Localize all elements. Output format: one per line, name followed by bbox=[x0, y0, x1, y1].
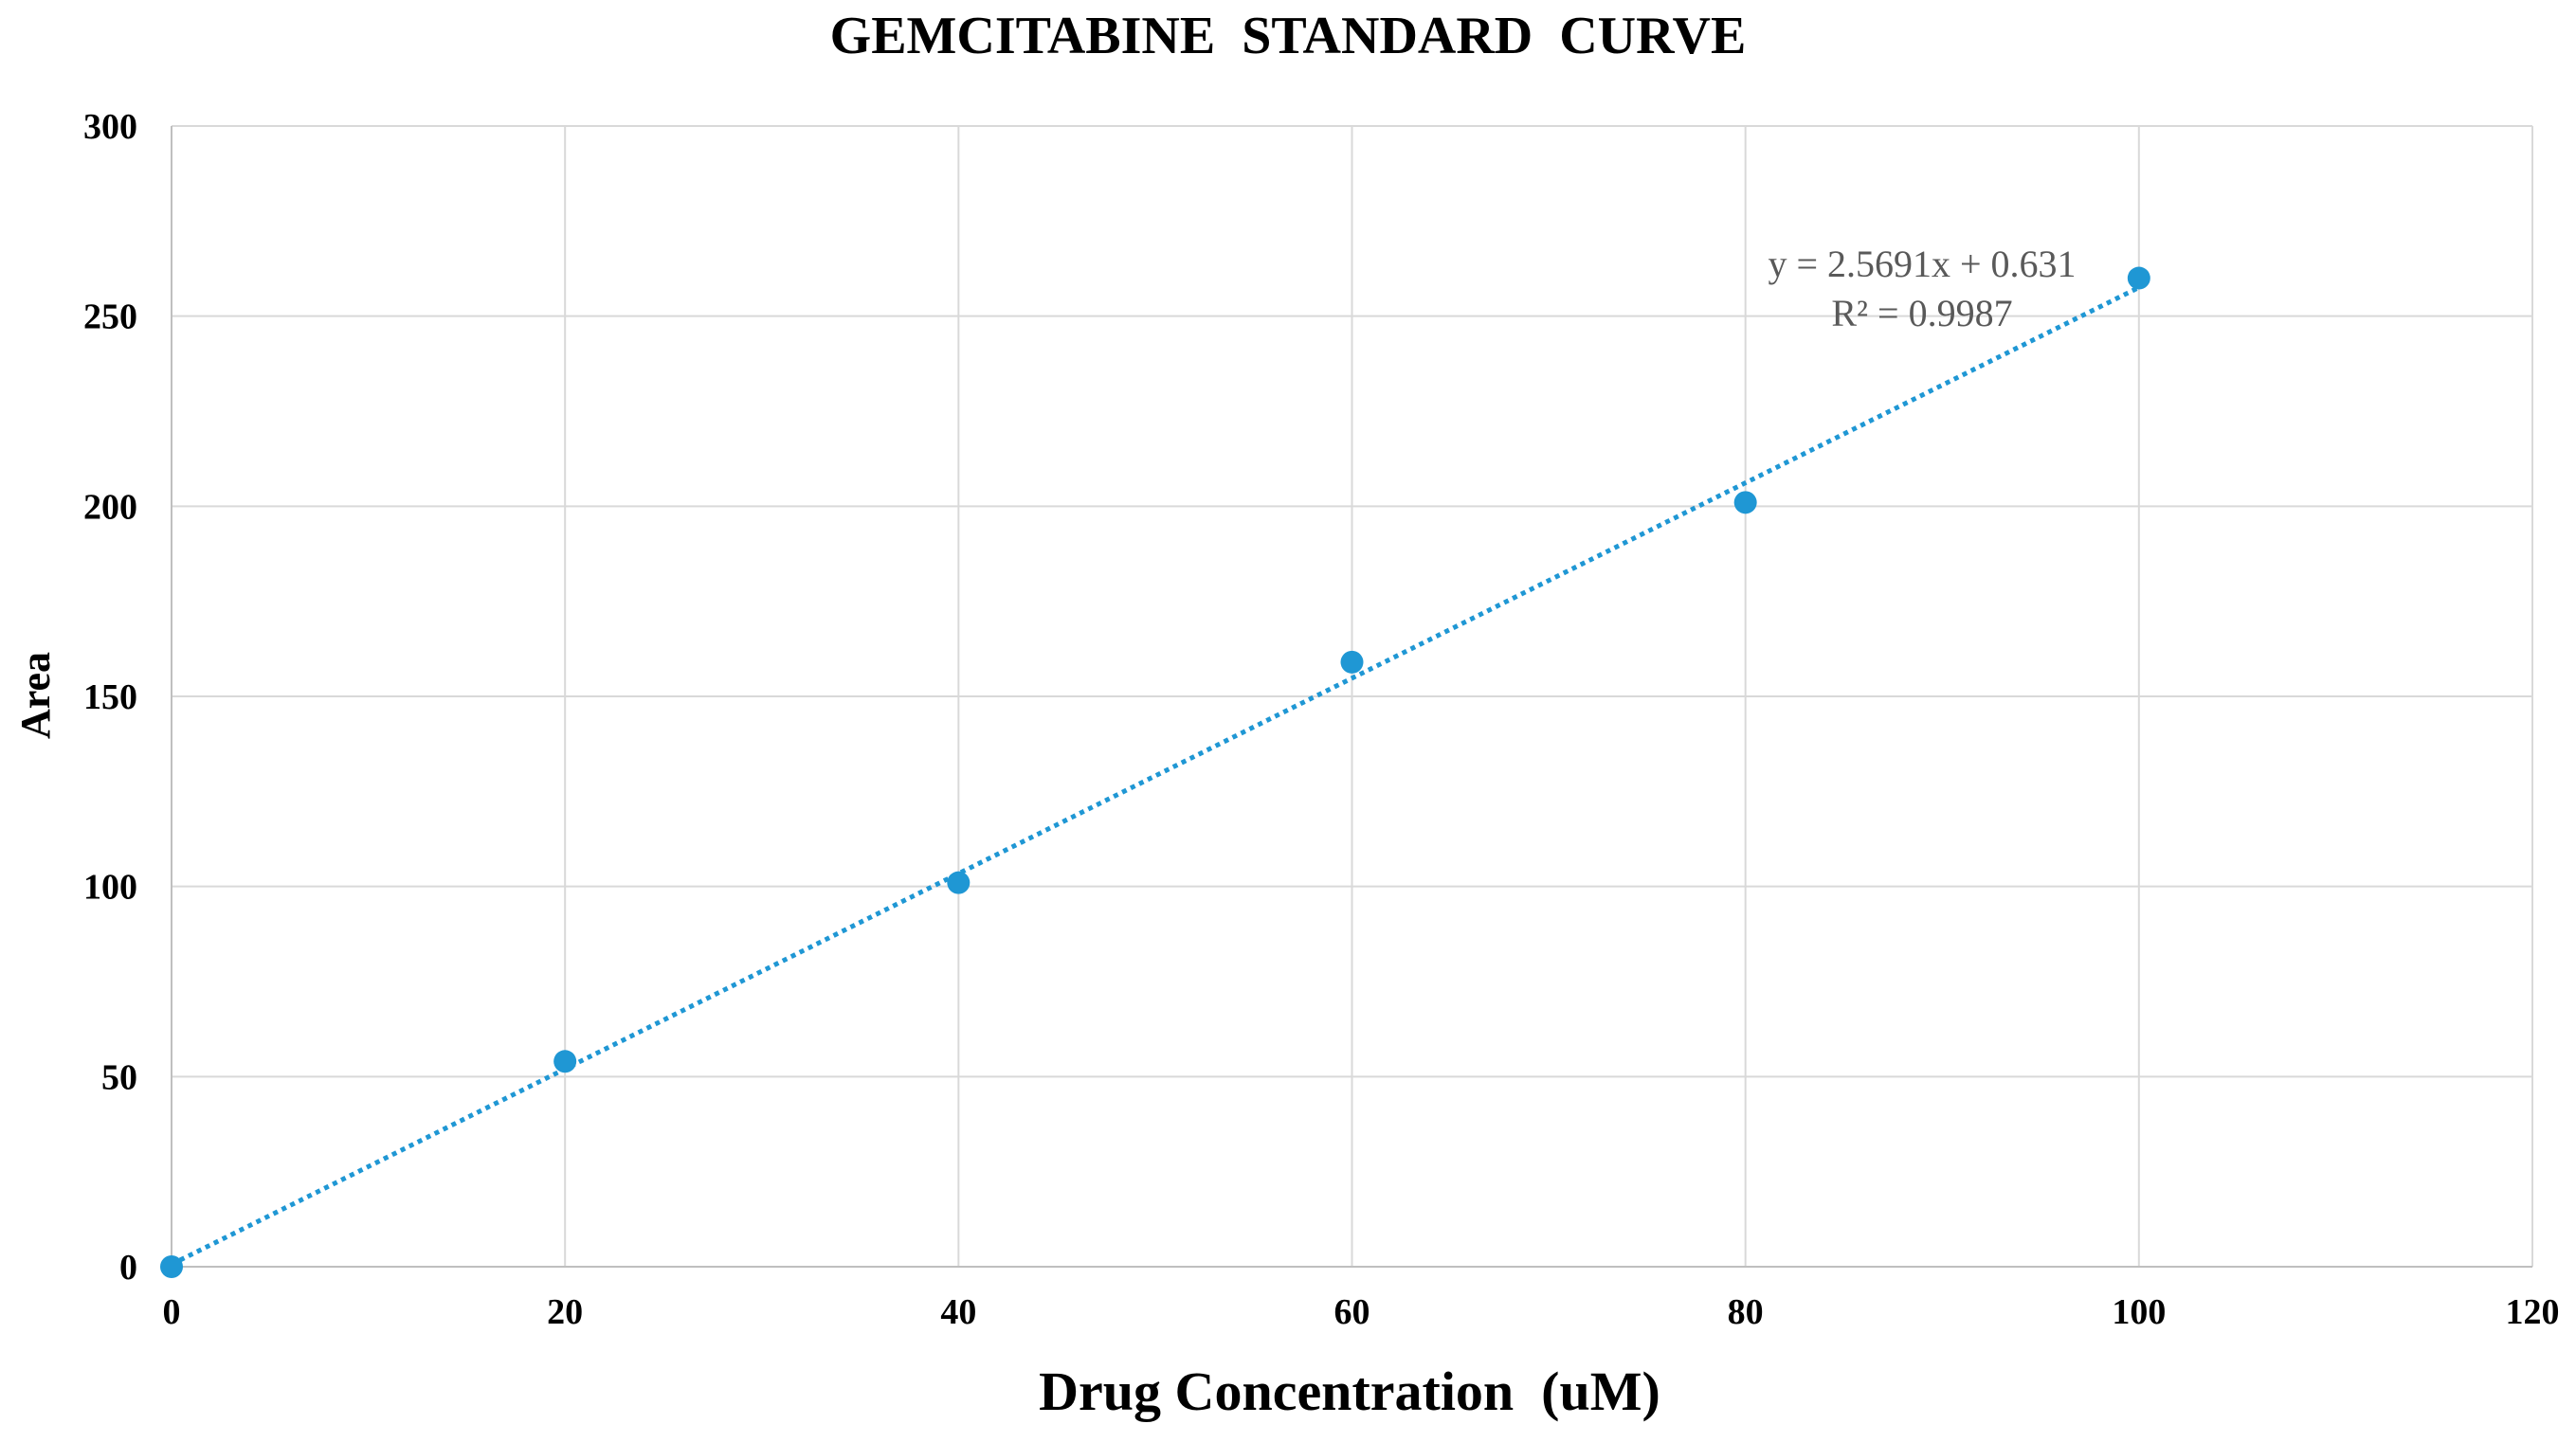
data-point bbox=[553, 1050, 577, 1073]
tick-labels: 0 20 40 60 80 100 120 0 50 100 150 200 250 300 bbox=[83, 107, 2560, 1332]
y-tick-label: 150 bbox=[83, 677, 137, 717]
y-tick-label: 200 bbox=[83, 487, 137, 527]
axes bbox=[171, 126, 2532, 1268]
grid bbox=[172, 125, 2533, 1267]
x-tick-label: 80 bbox=[1728, 1292, 1764, 1332]
x-tick-label: 120 bbox=[2506, 1292, 2560, 1332]
y-tick-label: 50 bbox=[101, 1057, 137, 1097]
x-tick-label: 40 bbox=[940, 1292, 976, 1332]
x-axis-title: Drug Concentration (uM) bbox=[1039, 1361, 1660, 1422]
x-tick-label: 20 bbox=[547, 1292, 583, 1332]
trendline-line bbox=[170, 285, 2140, 1267]
y-axis-title: Area bbox=[12, 652, 59, 739]
chart-title: GEMCITABINE STANDARD CURVE bbox=[830, 7, 1747, 65]
y-tick-label: 0 bbox=[119, 1248, 137, 1288]
x-tick-label: 100 bbox=[2112, 1292, 2166, 1332]
y-tick-label: 100 bbox=[83, 868, 137, 908]
data-points bbox=[160, 266, 2150, 1278]
trendline-r-squared: R² = 0.9987 bbox=[1831, 292, 2012, 334]
data-point bbox=[1340, 650, 1364, 674]
x-tick-label: 60 bbox=[1334, 1292, 1370, 1332]
x-tick-label: 0 bbox=[163, 1292, 181, 1332]
trendline bbox=[170, 285, 2140, 1267]
y-tick-label: 250 bbox=[83, 297, 137, 337]
data-point bbox=[2127, 266, 2150, 290]
data-point bbox=[1733, 491, 1757, 514]
data-point bbox=[160, 1255, 183, 1278]
data-point bbox=[947, 871, 971, 894]
y-tick-label: 300 bbox=[83, 107, 137, 147]
trendline-equation: y = 2.5691x + 0.631 bbox=[1768, 243, 2076, 285]
